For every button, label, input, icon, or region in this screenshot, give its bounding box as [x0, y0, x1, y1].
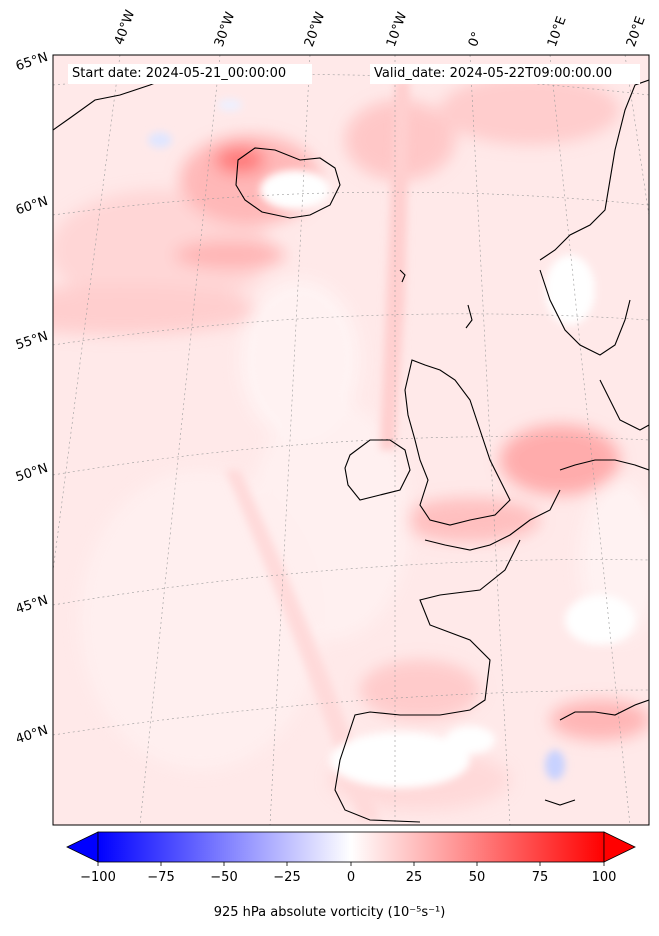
colorbar-tick: 0 [346, 870, 356, 885]
graticule [53, 55, 649, 825]
coastlines [53, 64, 649, 823]
map-frame [52, 54, 650, 826]
colorbar-tick: 75 [531, 870, 549, 885]
colorbar-tick: −75 [147, 870, 175, 885]
colorbar-extend-low [66, 831, 99, 863]
start-date-label: Start date: 2024-05-21_00:00:00 [68, 64, 312, 84]
valid-date-label: Valid_date: 2024-05-22T09:00:00.00 [370, 64, 640, 84]
colorbar-gradient [97, 831, 605, 863]
colorbar-extend-high [603, 831, 636, 863]
colorbar-tick: 50 [468, 870, 486, 885]
colorbar-tick: −100 [80, 870, 116, 885]
colorbar-tick: −50 [210, 870, 238, 885]
colorbar-tick: 25 [405, 870, 423, 885]
colorbar-tick: −25 [273, 870, 301, 885]
colorbar-label: 925 hPa absolute vorticity (10⁻⁵s⁻¹) [213, 905, 446, 920]
colorbar-tick: 100 [591, 870, 617, 885]
vorticity-field [53, 55, 649, 825]
colorbar [66, 831, 636, 866]
